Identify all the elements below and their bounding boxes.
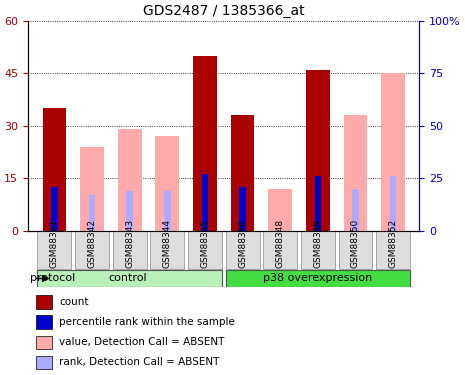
Bar — [36, 336, 52, 349]
FancyBboxPatch shape — [37, 231, 71, 269]
Text: percentile rank within the sample: percentile rank within the sample — [60, 317, 235, 327]
Bar — [352, 189, 359, 231]
FancyBboxPatch shape — [301, 231, 335, 269]
Bar — [306, 70, 330, 231]
Text: GSM88349: GSM88349 — [313, 219, 322, 268]
Bar — [36, 356, 52, 369]
Text: GSM88343: GSM88343 — [125, 219, 134, 268]
FancyBboxPatch shape — [263, 231, 297, 269]
Text: GSM88344: GSM88344 — [163, 219, 172, 268]
Bar — [344, 115, 367, 231]
Bar — [314, 176, 321, 231]
FancyBboxPatch shape — [226, 231, 259, 269]
Text: GSM88348: GSM88348 — [276, 219, 285, 268]
Bar — [36, 315, 52, 329]
Text: p38 overexpression: p38 overexpression — [263, 273, 372, 284]
Bar — [268, 189, 292, 231]
Bar — [80, 147, 104, 231]
Text: GSM88350: GSM88350 — [351, 218, 360, 268]
Text: GSM88341: GSM88341 — [50, 219, 59, 268]
Bar — [36, 295, 52, 309]
Bar — [51, 187, 58, 231]
FancyBboxPatch shape — [226, 270, 410, 287]
FancyBboxPatch shape — [113, 231, 146, 269]
Text: GSM88346: GSM88346 — [238, 219, 247, 268]
FancyBboxPatch shape — [339, 231, 372, 269]
Text: protocol: protocol — [30, 273, 75, 284]
Bar — [193, 56, 217, 231]
Bar — [42, 108, 66, 231]
FancyBboxPatch shape — [37, 270, 222, 287]
FancyBboxPatch shape — [150, 231, 184, 269]
Text: GSM88345: GSM88345 — [200, 219, 209, 268]
Bar — [202, 174, 208, 231]
FancyBboxPatch shape — [376, 231, 410, 269]
Text: count: count — [60, 297, 89, 307]
Bar — [239, 187, 246, 231]
FancyBboxPatch shape — [188, 231, 222, 269]
Bar — [390, 176, 397, 231]
Bar — [231, 115, 254, 231]
Text: rank, Detection Call = ABSENT: rank, Detection Call = ABSENT — [60, 357, 219, 368]
Bar — [126, 191, 133, 231]
Bar — [381, 73, 405, 231]
Bar — [164, 191, 171, 231]
Text: GSM88342: GSM88342 — [87, 219, 97, 268]
Bar — [118, 129, 141, 231]
Text: value, Detection Call = ABSENT: value, Detection Call = ABSENT — [60, 337, 225, 347]
FancyBboxPatch shape — [75, 231, 109, 269]
Bar — [89, 195, 95, 231]
Bar — [155, 136, 179, 231]
Text: control: control — [108, 273, 147, 284]
Text: GSM88352: GSM88352 — [389, 219, 398, 268]
Title: GDS2487 / 1385366_at: GDS2487 / 1385366_at — [143, 4, 305, 18]
